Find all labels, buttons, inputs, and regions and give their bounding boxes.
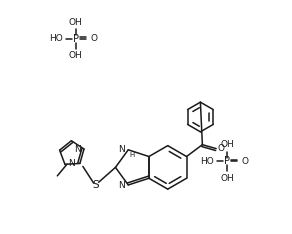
Text: OH: OH (69, 18, 83, 27)
Text: S: S (92, 180, 99, 190)
Text: OH: OH (69, 51, 83, 60)
Text: HO: HO (49, 34, 63, 44)
Text: O: O (241, 157, 248, 166)
Text: N: N (119, 145, 125, 154)
Text: HO: HO (200, 157, 214, 166)
Text: N: N (68, 159, 75, 168)
Text: OH: OH (220, 140, 234, 149)
Text: N: N (74, 145, 81, 154)
Text: O: O (90, 34, 97, 44)
Text: P: P (73, 34, 79, 44)
Text: P: P (224, 157, 230, 166)
Text: N: N (119, 182, 125, 190)
Text: H: H (129, 152, 135, 158)
Text: O: O (218, 144, 225, 153)
Text: OH: OH (220, 174, 234, 183)
